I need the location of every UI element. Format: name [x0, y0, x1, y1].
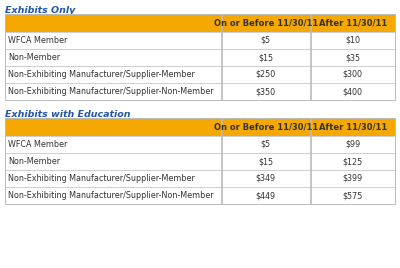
Bar [5, 14, 395, 100]
Text: Non-Member: Non-Member [8, 53, 60, 62]
Text: After 11/30/11: After 11/30/11 [318, 122, 387, 132]
Bar [5, 118, 395, 204]
Text: $575: $575 [342, 191, 363, 200]
Text: Non-Member: Non-Member [8, 157, 60, 166]
Text: $400: $400 [343, 87, 363, 96]
Text: $300: $300 [343, 70, 363, 79]
Text: WFCA Member: WFCA Member [8, 140, 67, 149]
Text: $350: $350 [256, 87, 276, 96]
Text: Exhibits with Education: Exhibits with Education [5, 110, 130, 119]
Text: On or Before 11/30/11: On or Before 11/30/11 [214, 18, 318, 28]
Text: $449: $449 [256, 191, 276, 200]
Text: Non-Exhibiting Manufacturer/Supplier-Non-Member: Non-Exhibiting Manufacturer/Supplier-Non… [8, 191, 214, 200]
Text: Exhibits Only: Exhibits Only [5, 6, 75, 15]
Text: On or Before 11/30/11: On or Before 11/30/11 [214, 122, 318, 132]
Text: $5: $5 [261, 36, 271, 45]
Text: Non-Exhibiting Manufacturer/Supplier-Member: Non-Exhibiting Manufacturer/Supplier-Mem… [8, 174, 195, 183]
Text: $15: $15 [258, 53, 274, 62]
Bar [5, 118, 395, 136]
Text: $35: $35 [345, 53, 360, 62]
Text: Non-Exhibiting Manufacturer/Supplier-Member: Non-Exhibiting Manufacturer/Supplier-Mem… [8, 70, 195, 79]
Text: $99: $99 [345, 140, 360, 149]
Text: $399: $399 [342, 174, 363, 183]
Text: WFCA Member: WFCA Member [8, 36, 67, 45]
Text: $125: $125 [342, 157, 363, 166]
Text: $15: $15 [258, 157, 274, 166]
Text: $349: $349 [256, 174, 276, 183]
Text: After 11/30/11: After 11/30/11 [318, 18, 387, 28]
Text: $10: $10 [345, 36, 360, 45]
Text: $5: $5 [261, 140, 271, 149]
Bar [5, 14, 395, 32]
Text: $250: $250 [256, 70, 276, 79]
Text: Non-Exhibiting Manufacturer/Supplier-Non-Member: Non-Exhibiting Manufacturer/Supplier-Non… [8, 87, 214, 96]
